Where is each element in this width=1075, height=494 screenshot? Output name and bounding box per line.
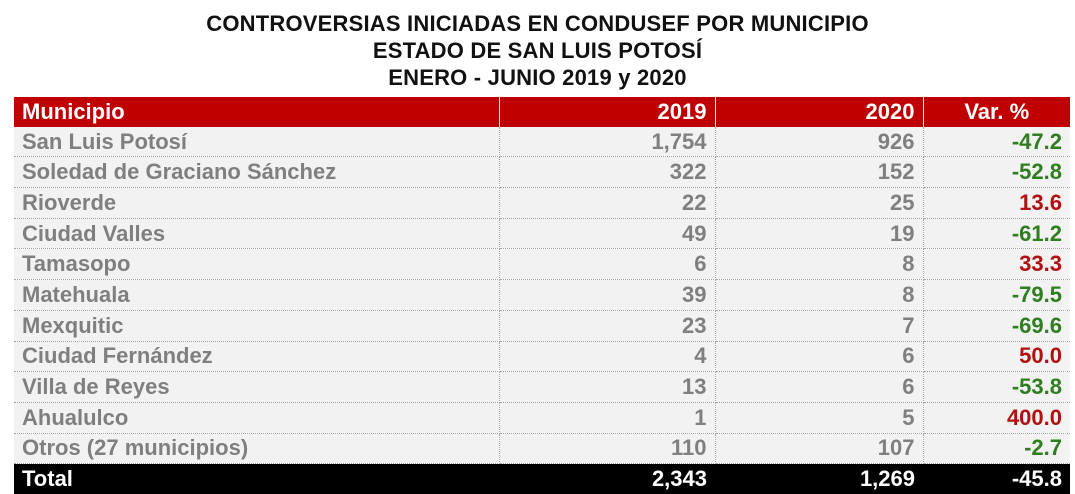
total-var: -45.8 — [923, 463, 1070, 494]
table-row: Tamasopo 6 8 33.3 — [14, 248, 1070, 281]
cell-municipio: Otros (27 municipios) — [14, 433, 500, 465]
title-line-1: CONTROVERSIAS INICIADAS EN CONDUSEF POR … — [206, 11, 869, 36]
title-line-2: ESTADO DE SAN LUIS POTOSÍ — [372, 38, 703, 63]
cell-2020: 6 — [715, 341, 924, 373]
table-row: Ciudad Fernández 4 6 50.0 — [14, 341, 1070, 373]
cell-2020: 926 — [715, 126, 924, 158]
cell-2019: 6 — [499, 248, 716, 281]
total-label: Total — [14, 463, 499, 494]
cell-2020: 25 — [715, 187, 924, 219]
controversias-table: Municipio 2019 2020 Var. % San Luis Poto… — [14, 97, 1070, 494]
cell-municipio: Ciudad Fernández — [14, 341, 500, 373]
table-row: Ahualulco 1 5 400.0 — [14, 402, 1070, 434]
cell-var: -52.8 — [923, 156, 1070, 189]
table-row: Otros (27 municipios) 110 107 -2.7 — [14, 433, 1070, 465]
cell-municipio: Ahualulco — [14, 402, 500, 434]
cell-var: -79.5 — [923, 279, 1070, 311]
table-row: Matehuala 39 8 -79.5 — [14, 279, 1070, 311]
cell-2020: 6 — [715, 371, 924, 403]
cell-2019: 22 — [499, 187, 716, 219]
cell-2020: 8 — [715, 279, 924, 311]
header-var: Var. % — [923, 97, 1070, 127]
cell-2019: 110 — [499, 433, 716, 465]
cell-2019: 23 — [499, 310, 716, 342]
cell-municipio: Mexquitic — [14, 310, 500, 342]
cell-var: -69.6 — [923, 310, 1070, 342]
cell-var: -61.2 — [923, 218, 1070, 250]
table-row: Rioverde 22 25 13.6 — [14, 187, 1070, 219]
total-2019: 2,343 — [499, 463, 715, 494]
cell-2019: 1,754 — [499, 126, 716, 158]
cell-2019: 13 — [499, 371, 716, 403]
cell-municipio: Tamasopo — [14, 248, 500, 281]
header-row: Municipio 2019 2020 Var. % — [14, 97, 1070, 127]
cell-var: -53.8 — [923, 371, 1070, 403]
cell-2020: 107 — [715, 433, 924, 465]
cell-var: -47.2 — [923, 126, 1070, 158]
cell-var: 400.0 — [923, 402, 1070, 434]
table-row: San Luis Potosí 1,754 926 -47.2 — [14, 126, 1070, 158]
cell-2020: 19 — [715, 218, 924, 250]
cell-2020: 7 — [715, 310, 924, 342]
header-municipio: Municipio — [14, 97, 500, 127]
cell-var: -2.7 — [923, 433, 1070, 465]
table-row: Mexquitic 23 7 -69.6 — [14, 310, 1070, 342]
header-2020: 2020 — [715, 97, 924, 127]
table-row: Villa de Reyes 13 6 -53.8 — [14, 371, 1070, 403]
cell-municipio: Matehuala — [14, 279, 500, 311]
cell-2020: 5 — [715, 402, 924, 434]
cell-municipio: Villa de Reyes — [14, 371, 500, 403]
table-title: CONTROVERSIAS INICIADAS EN CONDUSEF POR … — [0, 10, 1075, 91]
cell-municipio: Ciudad Valles — [14, 218, 500, 250]
title-line-3: ENERO - JUNIO 2019 y 2020 — [388, 65, 687, 90]
cell-2019: 4 — [499, 341, 716, 373]
cell-var: 13.6 — [923, 187, 1070, 219]
cell-2019: 49 — [499, 218, 716, 250]
cell-2020: 152 — [715, 156, 924, 189]
cell-2020: 8 — [715, 248, 924, 281]
table-body: San Luis Potosí 1,754 926 -47.2 Soledad de G… — [14, 126, 1070, 465]
table-row: Soledad de Graciano Sánchez 322 152 -52.8 — [14, 156, 1070, 189]
header-2019: 2019 — [499, 97, 716, 127]
cell-2019: 39 — [499, 279, 716, 311]
cell-municipio: Soledad de Graciano Sánchez — [14, 156, 500, 189]
total-2020: 1,269 — [715, 463, 923, 494]
cell-var: 33.3 — [923, 248, 1070, 281]
cell-municipio: San Luis Potosí — [14, 126, 500, 158]
total-row: Total 2,343 1,269 -45.8 — [14, 463, 1070, 494]
cell-municipio: Rioverde — [14, 187, 500, 219]
cell-2019: 1 — [499, 402, 716, 434]
cell-2019: 322 — [499, 156, 716, 189]
cell-var: 50.0 — [923, 341, 1070, 373]
table-row: Ciudad Valles 49 19 -61.2 — [14, 218, 1070, 250]
